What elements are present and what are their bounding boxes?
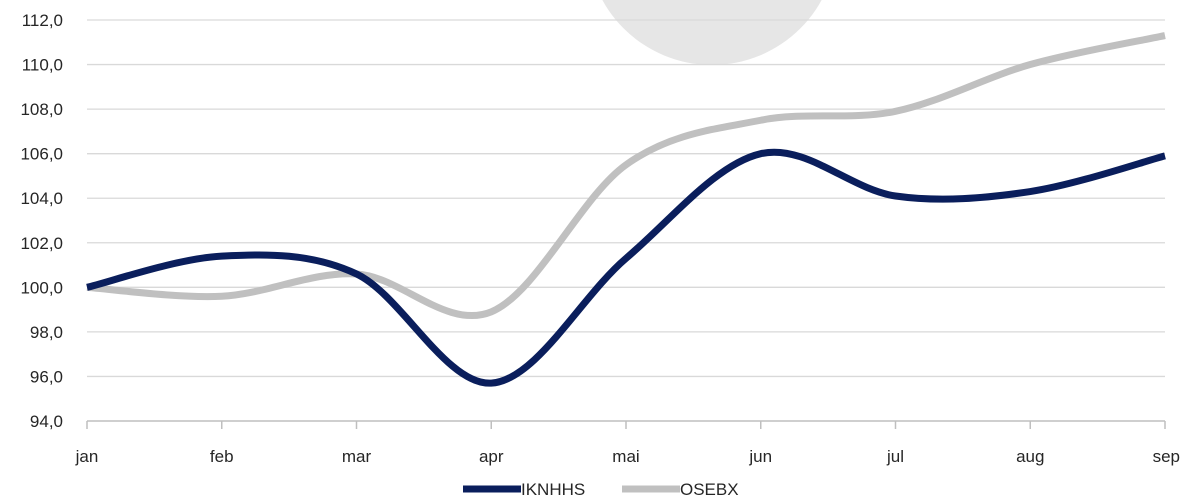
series-lines xyxy=(86,32,1166,387)
x-tick-label: feb xyxy=(210,447,234,466)
x-tick-label: jun xyxy=(748,447,772,466)
series-line-osebx xyxy=(86,32,1166,320)
y-tick-label: 106,0 xyxy=(20,145,63,164)
x-tick-label: apr xyxy=(479,447,504,466)
x-tick-label: jan xyxy=(75,447,99,466)
y-tick-label: 104,0 xyxy=(20,189,63,208)
y-tick-label: 108,0 xyxy=(20,100,63,119)
legend: IKNHHS OSEBX xyxy=(463,480,739,498)
y-tick-label: 100,0 xyxy=(20,278,63,297)
y-axis-tick-labels: 94,0 96,0 98,0 100,0 102,0 104,0 106,0 108,0 110… xyxy=(20,11,63,431)
y-tick-label: 110,0 xyxy=(22,56,63,75)
y-tick-label: 98,0 xyxy=(30,323,63,342)
legend-label-iknhhs: IKNHHS xyxy=(521,480,585,498)
y-tick-label: 112,0 xyxy=(22,11,63,30)
y-tick-label: 96,0 xyxy=(30,367,63,386)
series-line-iknhhs xyxy=(86,148,1166,387)
watermark-circle xyxy=(602,0,822,65)
x-tick-label: aug xyxy=(1016,447,1044,466)
legend-label-osebx: OSEBX xyxy=(680,480,739,498)
x-tick-label: jul xyxy=(886,447,904,466)
y-tick-label: 102,0 xyxy=(20,234,63,253)
x-tick-label: mar xyxy=(342,447,372,466)
x-tick-label: sep xyxy=(1153,447,1180,466)
x-axis-tick-labels: jan feb mar apr mai jun jul aug sep xyxy=(75,447,1180,466)
y-tick-label: 94,0 xyxy=(30,412,63,431)
x-tick-label: mai xyxy=(612,447,639,466)
axes xyxy=(86,420,1166,429)
